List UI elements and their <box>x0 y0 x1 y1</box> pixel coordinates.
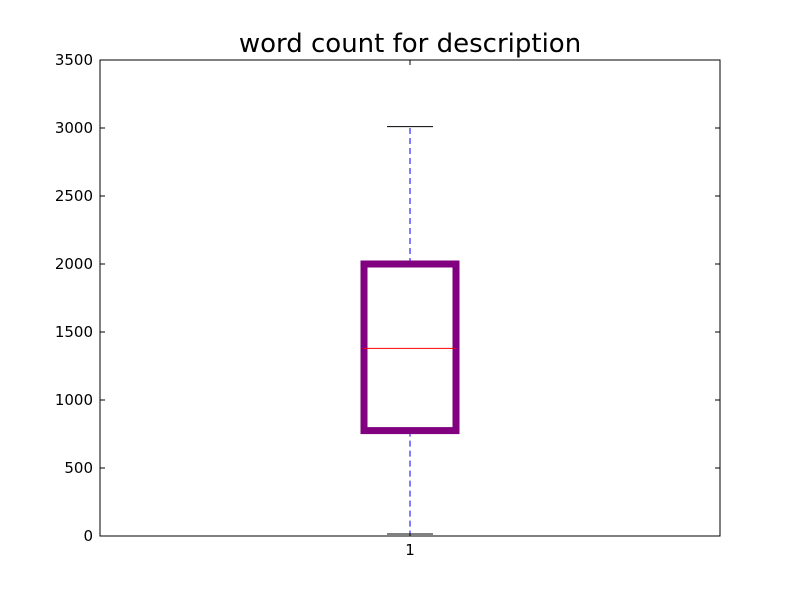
y-axis: 0 500 1000 1500 2000 2500 3000 3500 <box>55 51 720 545</box>
x-tick-label: 1 <box>405 541 415 559</box>
y-tick-label: 0 <box>83 527 93 545</box>
iqr-box <box>360 260 460 435</box>
chart-title: word count for description <box>239 29 581 59</box>
y-tick-label: 1500 <box>55 323 93 341</box>
y-tick-label: 2500 <box>55 187 93 205</box>
y-tick-label: 2000 <box>55 255 93 273</box>
y-tick-label: 500 <box>64 459 93 477</box>
y-tick-label: 3000 <box>55 119 93 137</box>
y-tick-label: 3500 <box>55 51 93 69</box>
y-tick-label: 1000 <box>55 391 93 409</box>
box-series <box>360 126 460 535</box>
